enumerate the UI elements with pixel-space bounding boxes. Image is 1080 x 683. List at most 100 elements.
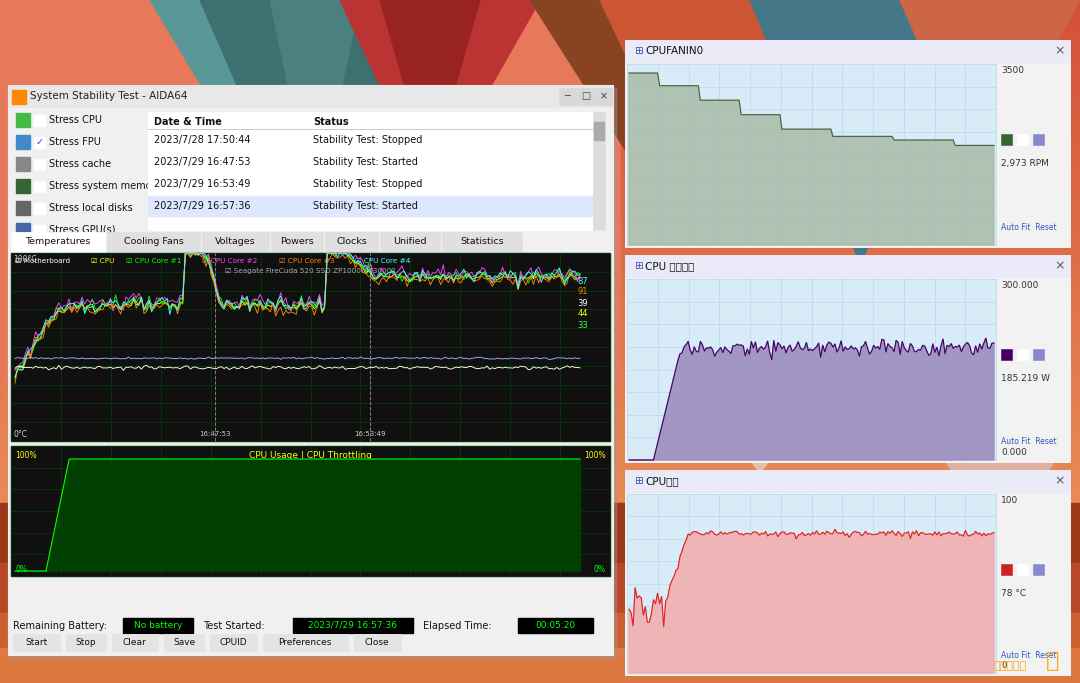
Bar: [0, 85, 1080, 91]
Text: 0%: 0%: [15, 566, 27, 574]
Bar: [0, 56, 1080, 63]
Bar: [1001, 135, 1012, 145]
Text: 185.219 W: 185.219 W: [1001, 374, 1050, 383]
Bar: [0, 614, 1080, 620]
Bar: [0, 232, 1080, 239]
Text: 什么値得买: 什么値得买: [994, 661, 1027, 671]
Text: 00:05:20: 00:05:20: [535, 621, 575, 630]
Bar: [0, 648, 1080, 683]
Bar: [271, 232, 323, 252]
Bar: [0, 420, 1080, 427]
Text: Auto Fit  Reset: Auto Fit Reset: [1001, 223, 1056, 232]
Bar: [1017, 135, 1028, 145]
Text: Test Started:: Test Started:: [203, 621, 265, 631]
Bar: [148, 196, 593, 216]
Bar: [325, 232, 378, 252]
Bar: [0, 255, 1080, 262]
Bar: [0, 113, 1080, 120]
Text: 39: 39: [578, 298, 588, 307]
Bar: [380, 232, 440, 252]
Bar: [0, 0, 1080, 5]
Bar: [0, 295, 1080, 302]
Text: No battery: No battery: [134, 621, 183, 630]
Bar: [0, 158, 1080, 165]
Text: 16:53:49: 16:53:49: [354, 431, 387, 437]
Polygon shape: [530, 0, 750, 173]
Bar: [0, 437, 1080, 444]
Text: 2023/7/28 17:50:44: 2023/7/28 17:50:44: [154, 135, 251, 145]
Text: ⊞: ⊞: [634, 261, 643, 271]
Bar: [0, 215, 1080, 222]
Bar: [0, 187, 1080, 193]
Bar: [11, 253, 610, 441]
Bar: [0, 432, 1080, 438]
Bar: [625, 40, 1070, 62]
Text: 87: 87: [577, 277, 588, 285]
Bar: [0, 665, 1080, 671]
Bar: [0, 563, 1080, 569]
Bar: [0, 107, 1080, 114]
Bar: [0, 335, 1080, 342]
Bar: [594, 122, 604, 140]
Bar: [0, 102, 1080, 108]
Text: CPU封装: CPU封装: [645, 476, 678, 486]
Polygon shape: [629, 529, 994, 673]
Bar: [0, 454, 1080, 461]
Bar: [0, 449, 1080, 456]
Text: 16:47:53: 16:47:53: [199, 431, 230, 437]
Bar: [0, 181, 1080, 188]
Text: Status: Status: [313, 117, 349, 127]
Text: ✓: ✓: [36, 137, 43, 148]
Bar: [0, 654, 1080, 660]
Bar: [0, 512, 1080, 518]
Bar: [16, 157, 30, 171]
Text: 2023/7/29 16:57:36: 2023/7/29 16:57:36: [154, 201, 251, 211]
Bar: [0, 557, 1080, 563]
Text: CPUID: CPUID: [219, 638, 247, 647]
Text: 100°C: 100°C: [13, 255, 37, 264]
Bar: [0, 318, 1080, 324]
Text: ×: ×: [1055, 44, 1065, 57]
Bar: [0, 471, 1080, 478]
Bar: [33, 115, 45, 126]
Bar: [577, 88, 594, 105]
Polygon shape: [940, 453, 1059, 543]
Bar: [0, 585, 1080, 592]
Text: 0°C: 0°C: [13, 430, 27, 439]
Bar: [1001, 563, 1012, 574]
Bar: [0, 563, 1080, 683]
Bar: [11, 232, 105, 252]
Bar: [0, 443, 1080, 449]
Bar: [0, 244, 1080, 251]
Bar: [0, 249, 1080, 256]
Bar: [0, 227, 1080, 234]
Bar: [0, 608, 1080, 615]
Text: Stability Test: Started: Stability Test: Started: [313, 157, 418, 167]
Polygon shape: [700, 393, 820, 473]
Text: ☑ Seagate FireCuda 520 SSD ZP1000GM30002: ☑ Seagate FireCuda 520 SSD ZP1000GM30002: [225, 268, 396, 274]
Bar: [0, 483, 1080, 490]
Bar: [0, 659, 1080, 666]
Text: Date & Time: Date & Time: [154, 117, 221, 127]
Bar: [0, 346, 1080, 353]
Text: Stress cache: Stress cache: [49, 159, 111, 169]
Bar: [107, 232, 200, 252]
Text: Preferences: Preferences: [279, 638, 332, 647]
Bar: [559, 88, 576, 105]
Text: Stress CPU: Stress CPU: [49, 115, 102, 125]
Bar: [0, 426, 1080, 432]
Bar: [595, 88, 612, 105]
Bar: [11, 446, 610, 576]
Bar: [0, 671, 1080, 678]
Bar: [442, 232, 522, 252]
Bar: [0, 540, 1080, 546]
Bar: [1032, 563, 1044, 574]
Text: Auto Fit  Reset: Auto Fit Reset: [1001, 650, 1056, 660]
Text: Stop: Stop: [76, 638, 96, 647]
Bar: [0, 358, 1080, 364]
Text: CPU Usage | CPU Throttling: CPU Usage | CPU Throttling: [249, 451, 372, 460]
Text: 100: 100: [1001, 496, 1018, 505]
Bar: [0, 494, 1080, 501]
Text: Powers: Powers: [280, 238, 314, 247]
Bar: [262, 634, 348, 651]
